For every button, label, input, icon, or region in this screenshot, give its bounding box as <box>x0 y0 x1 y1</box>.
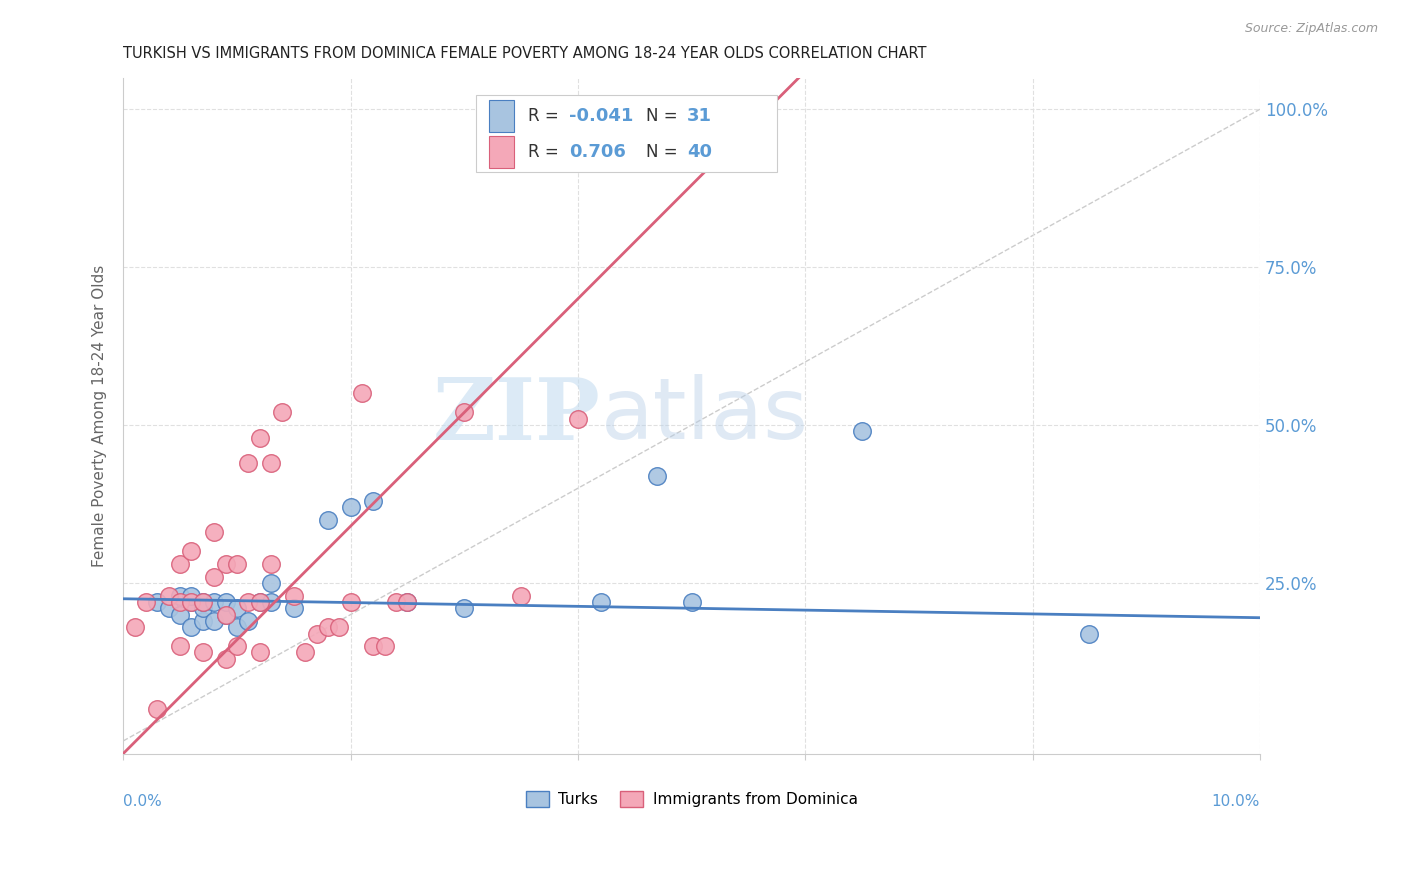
Text: N =: N = <box>647 107 683 125</box>
Point <box>350 386 373 401</box>
Point <box>146 702 169 716</box>
Point <box>305 626 328 640</box>
Point <box>567 411 589 425</box>
Point <box>191 601 214 615</box>
Text: N =: N = <box>647 143 683 161</box>
Point <box>681 595 703 609</box>
Point <box>226 557 249 571</box>
Point <box>124 620 146 634</box>
Point <box>647 468 669 483</box>
Point <box>214 607 236 622</box>
Text: R =: R = <box>527 143 564 161</box>
Point <box>180 589 202 603</box>
Point <box>226 620 249 634</box>
Point <box>180 544 202 558</box>
Point <box>260 456 283 470</box>
Point <box>180 595 202 609</box>
FancyBboxPatch shape <box>475 95 778 172</box>
Point <box>316 513 339 527</box>
Point <box>214 607 236 622</box>
Point <box>169 589 191 603</box>
Point <box>374 639 396 653</box>
Point <box>363 494 385 508</box>
Point <box>202 614 225 628</box>
Text: atlas: atlas <box>600 374 808 457</box>
Point <box>316 620 339 634</box>
Point <box>328 620 350 634</box>
Point <box>238 614 260 628</box>
Text: 40: 40 <box>688 143 711 161</box>
Point <box>226 601 249 615</box>
Text: 0.706: 0.706 <box>569 143 626 161</box>
Point <box>260 557 283 571</box>
Point <box>191 595 214 609</box>
Point <box>202 525 225 540</box>
Text: 0.0%: 0.0% <box>124 794 162 809</box>
Point <box>180 620 202 634</box>
Point <box>363 639 385 653</box>
Point <box>589 595 612 609</box>
Point <box>271 405 294 419</box>
Point <box>146 595 169 609</box>
Point <box>226 639 249 653</box>
Text: ZIP: ZIP <box>433 374 600 458</box>
FancyBboxPatch shape <box>489 100 515 132</box>
Point <box>249 645 271 659</box>
Point <box>249 595 271 609</box>
Point <box>169 639 191 653</box>
Text: Source: ZipAtlas.com: Source: ZipAtlas.com <box>1244 22 1378 36</box>
Point <box>851 425 873 439</box>
Point <box>180 595 202 609</box>
Point <box>294 645 316 659</box>
Text: -0.041: -0.041 <box>569 107 633 125</box>
Point <box>169 607 191 622</box>
Point <box>283 601 305 615</box>
Point <box>396 595 419 609</box>
Legend: Turks, Immigrants from Dominica: Turks, Immigrants from Dominica <box>519 785 863 814</box>
Point <box>191 645 214 659</box>
Point <box>510 589 533 603</box>
Point <box>214 595 236 609</box>
Point <box>1078 626 1101 640</box>
Point <box>283 589 305 603</box>
Point <box>191 595 214 609</box>
Text: TURKISH VS IMMIGRANTS FROM DOMINICA FEMALE POVERTY AMONG 18-24 YEAR OLDS CORRELA: TURKISH VS IMMIGRANTS FROM DOMINICA FEMA… <box>124 46 927 62</box>
Point <box>202 595 225 609</box>
Point <box>157 601 180 615</box>
Point <box>339 595 361 609</box>
Point <box>260 576 283 591</box>
Point <box>249 431 271 445</box>
Point <box>453 601 475 615</box>
Point <box>396 595 419 609</box>
Point <box>202 569 225 583</box>
Point <box>238 595 260 609</box>
Point <box>135 595 157 609</box>
Point <box>339 500 361 515</box>
Point <box>453 405 475 419</box>
FancyBboxPatch shape <box>489 136 515 169</box>
Point <box>157 589 180 603</box>
Point <box>238 456 260 470</box>
Point <box>260 595 283 609</box>
Point <box>169 595 191 609</box>
Text: 31: 31 <box>688 107 711 125</box>
Text: 10.0%: 10.0% <box>1212 794 1260 809</box>
Point <box>214 557 236 571</box>
Y-axis label: Female Poverty Among 18-24 Year Olds: Female Poverty Among 18-24 Year Olds <box>93 264 107 566</box>
Text: R =: R = <box>527 107 564 125</box>
Point <box>191 614 214 628</box>
Point <box>249 595 271 609</box>
Point <box>214 652 236 666</box>
Point <box>169 557 191 571</box>
Point <box>385 595 408 609</box>
